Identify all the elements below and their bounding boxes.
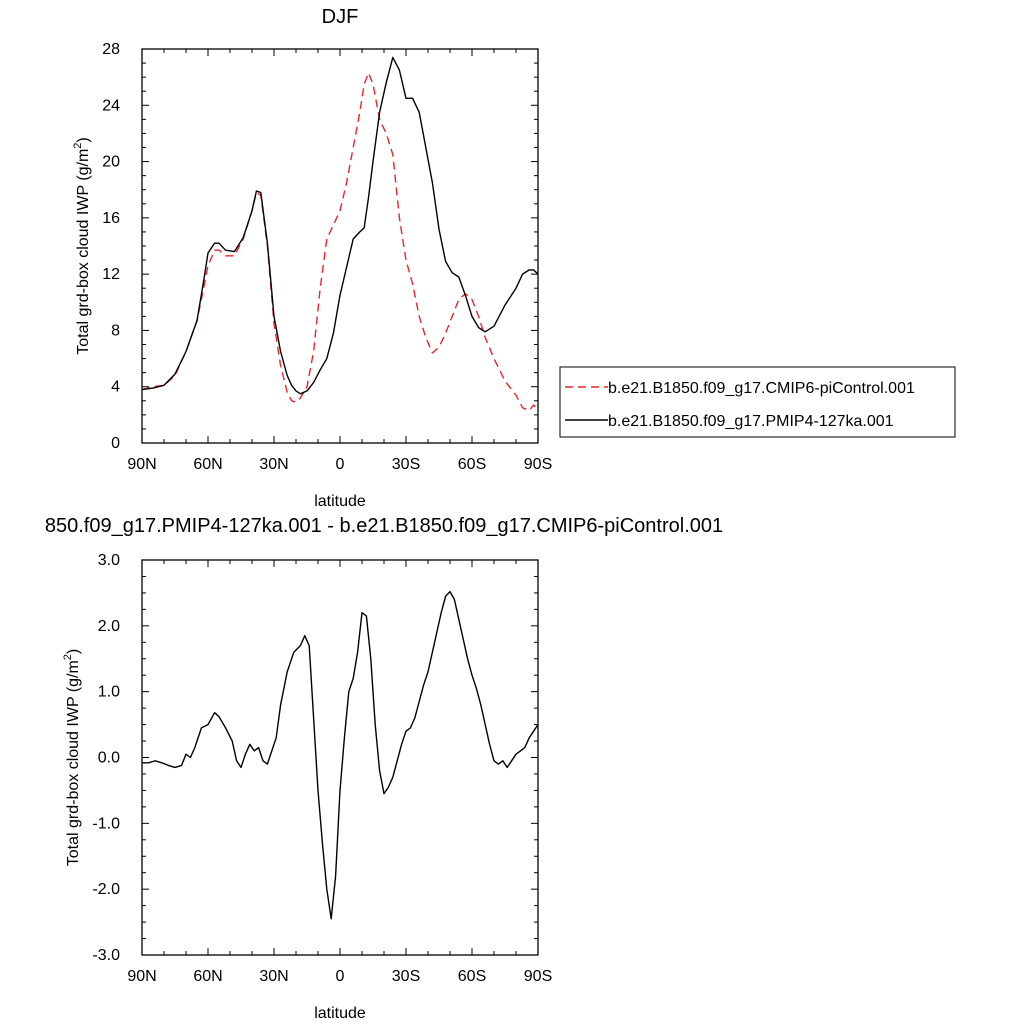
series-line-0 (141, 72, 539, 412)
x-tick-label: 60S (458, 456, 486, 473)
y-tick-label: 0.0 (98, 750, 120, 767)
legend-entry: b.e21.B1850.f09_g17.CMIP6-piControl.001 (608, 380, 915, 397)
y-tick-label: 8 (111, 322, 120, 339)
x-tick-label: 90N (127, 968, 156, 985)
x-axis-label: latitude (314, 1005, 366, 1022)
y-tick-label: -3.0 (92, 947, 120, 964)
y-tick-label: -2.0 (92, 881, 120, 898)
y-tick-label: 2.0 (98, 618, 120, 635)
y-tick-label: 4 (111, 379, 120, 396)
x-tick-label: 60S (458, 968, 486, 985)
x-tick-label: 30S (392, 968, 420, 985)
x-tick-label: 90S (524, 456, 552, 473)
x-axis-label: latitude (314, 493, 366, 510)
legend: b.e21.B1850.f09_g17.CMIP6-piControl.001b… (559, 366, 956, 438)
x-tick-label: 90S (524, 968, 552, 985)
series-line-0 (142, 590, 539, 920)
plot-frame (141, 559, 539, 956)
y-tick-label: -1.0 (92, 815, 120, 832)
y-axis-label: Total grd-box cloud IWP (g/m2) (62, 649, 82, 866)
chart-title: 850.f09_g17.PMIP4-127ka.001 - b.e21.B185… (45, 515, 723, 537)
y-tick-label: 3.0 (98, 552, 120, 569)
y-tick-label: 1.0 (98, 684, 120, 701)
y-axis-label: Total grd-box cloud IWP (g/m2) (72, 137, 92, 354)
series-line-1 (141, 56, 539, 395)
legend-box (559, 366, 956, 438)
x-tick-label: 30S (392, 456, 420, 473)
bottom-chart: 850.f09_g17.PMIP4-127ka.001 - b.e21.B185… (45, 515, 723, 1022)
y-tick-label: 12 (102, 266, 120, 283)
y-tick-label: 20 (102, 154, 120, 171)
x-tick-label: 0 (336, 968, 345, 985)
x-tick-label: 60N (193, 968, 222, 985)
legend-entry: b.e21.B1850.f09_g17.PMIP4-127ka.001 (608, 413, 894, 430)
x-tick-label: 30N (259, 456, 288, 473)
top-chart: DJF 90N 60N 30N 0 30S 60S 90S 0 4 8 12 16 20 24 28 latit… (72, 6, 552, 510)
x-tick-label: 30N (259, 968, 288, 985)
plot-frame (141, 48, 539, 444)
chart-title: DJF (322, 6, 359, 28)
x-tick-label: 90N (127, 456, 156, 473)
x-tick-label: 0 (336, 456, 345, 473)
x-tick-label: 60N (193, 456, 222, 473)
y-tick-label: 24 (102, 97, 120, 114)
y-tick-label: 0 (111, 435, 120, 452)
y-tick-label: 16 (102, 210, 120, 227)
y-tick-label: 28 (102, 41, 120, 58)
